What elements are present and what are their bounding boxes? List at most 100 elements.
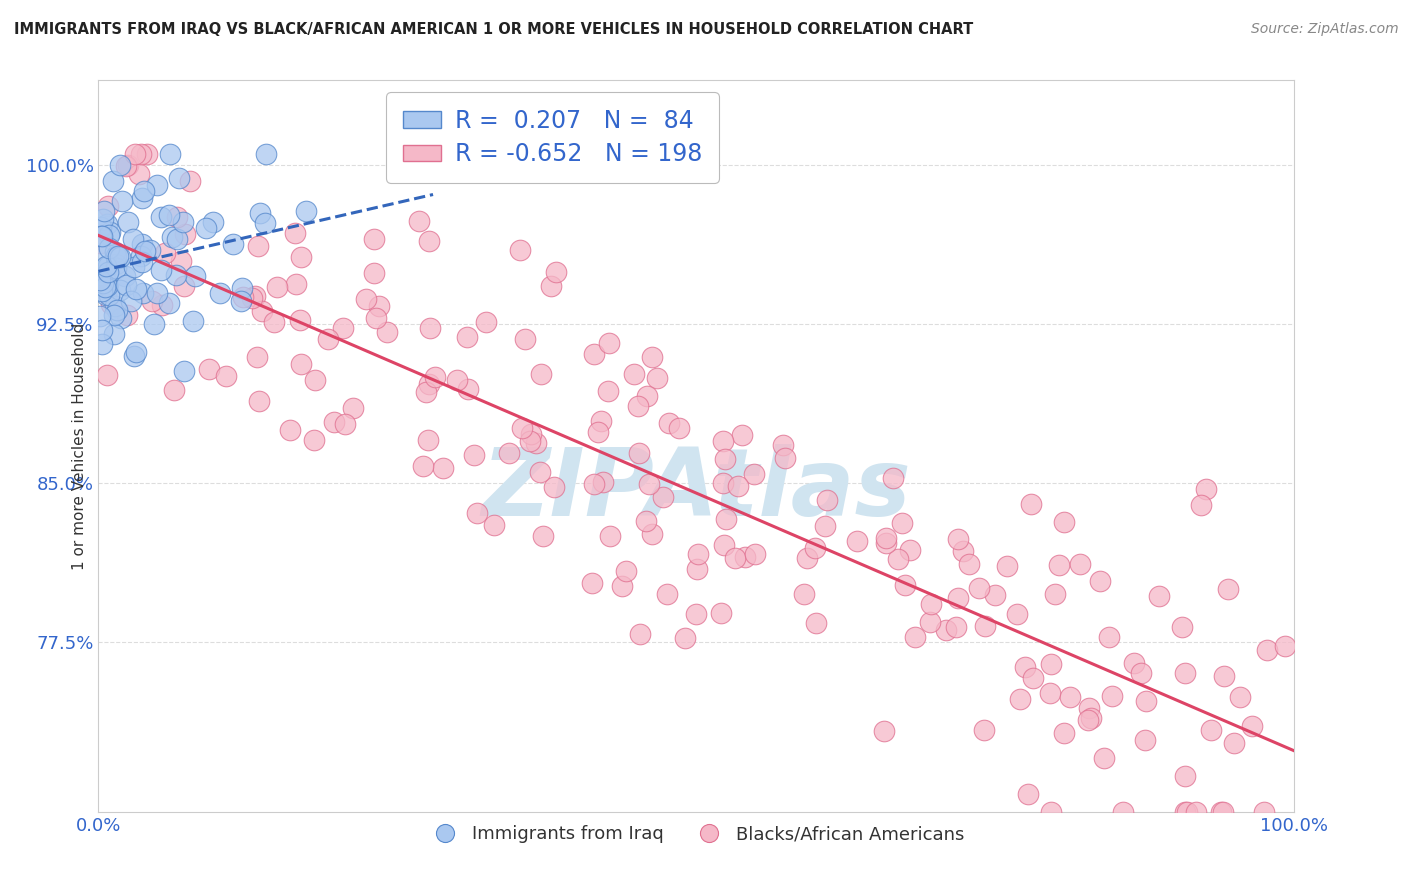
Point (90, 248, 112, 262)
Point (363, 231, 385, 245)
Point (332, 321, 354, 335)
Point (290, 357, 312, 371)
Point (172, 215, 194, 229)
Point (804, 541, 827, 556)
Point (544, 265, 567, 279)
Point (131, 255, 153, 269)
Point (117, 215, 139, 229)
Point (935, 624, 957, 638)
Point (519, 427, 541, 442)
Point (139, 244, 162, 258)
Point (97, 277, 120, 292)
Point (543, 480, 565, 494)
Point (163, 384, 186, 398)
Point (1213, 669, 1236, 683)
Point (845, 533, 868, 548)
Point (1043, 587, 1066, 601)
Point (974, 619, 997, 633)
Point (1201, 723, 1223, 737)
Point (498, 445, 520, 459)
Point (509, 243, 531, 257)
Point (920, 615, 942, 629)
Point (105, 303, 128, 318)
Point (342, 401, 364, 415)
Point (136, 147, 159, 161)
Point (132, 286, 155, 301)
Point (94, 288, 117, 302)
Point (713, 538, 735, 552)
Point (108, 250, 131, 264)
Point (150, 297, 173, 311)
Point (96, 368, 118, 382)
Point (91, 322, 114, 336)
Point (946, 591, 969, 606)
Point (104, 260, 127, 275)
Point (90, 228, 112, 243)
Point (124, 147, 146, 161)
Point (510, 420, 533, 434)
Point (1039, 805, 1062, 819)
Point (288, 313, 311, 327)
Point (589, 414, 612, 428)
Point (375, 325, 398, 339)
Text: Source: ZipAtlas.com: Source: ZipAtlas.com (1251, 22, 1399, 37)
Point (898, 543, 921, 558)
Point (1175, 805, 1198, 819)
Point (91, 211, 114, 226)
Point (146, 285, 169, 300)
Point (90, 284, 112, 298)
Point (1022, 671, 1045, 685)
Point (209, 285, 232, 300)
Point (875, 531, 897, 545)
Point (1092, 751, 1115, 765)
Point (920, 597, 942, 611)
Point (1223, 736, 1246, 750)
Point (149, 263, 172, 277)
Point (1212, 805, 1234, 819)
Point (734, 550, 756, 565)
Point (714, 451, 737, 466)
Point (1059, 690, 1081, 705)
Point (97, 265, 120, 279)
Point (96, 217, 118, 231)
Point (354, 292, 377, 306)
Point (945, 620, 967, 634)
Point (873, 724, 896, 739)
Point (636, 514, 658, 528)
Point (1195, 483, 1218, 497)
Point (1256, 643, 1278, 657)
Point (772, 438, 794, 452)
Point (465, 506, 488, 520)
Point (229, 293, 252, 308)
Point (742, 467, 765, 482)
Point (1069, 557, 1091, 571)
Point (183, 314, 205, 328)
Point (688, 547, 710, 561)
Point (114, 268, 136, 283)
Point (533, 529, 555, 543)
Point (727, 479, 749, 493)
Point (1014, 660, 1036, 674)
Point (655, 587, 678, 601)
Point (793, 587, 815, 601)
Text: IMMIGRANTS FROM IRAQ VS BLACK/AFRICAN AMERICAN 1 OR MORE VEHICLES IN HOUSEHOLD C: IMMIGRANTS FROM IRAQ VS BLACK/AFRICAN AM… (14, 22, 973, 37)
Point (263, 315, 285, 329)
Point (586, 425, 609, 439)
Point (724, 551, 747, 566)
Point (183, 268, 205, 283)
Point (415, 384, 437, 399)
Point (294, 203, 316, 218)
Point (1174, 665, 1197, 680)
Point (1229, 690, 1251, 704)
Point (1098, 630, 1121, 644)
Point (1174, 805, 1197, 819)
Point (333, 417, 356, 431)
Point (583, 347, 606, 361)
Point (418, 376, 440, 391)
Point (412, 458, 434, 473)
Point (100, 297, 122, 311)
Point (93, 203, 115, 218)
Point (103, 308, 125, 322)
Point (714, 512, 737, 526)
Point (104, 257, 127, 271)
